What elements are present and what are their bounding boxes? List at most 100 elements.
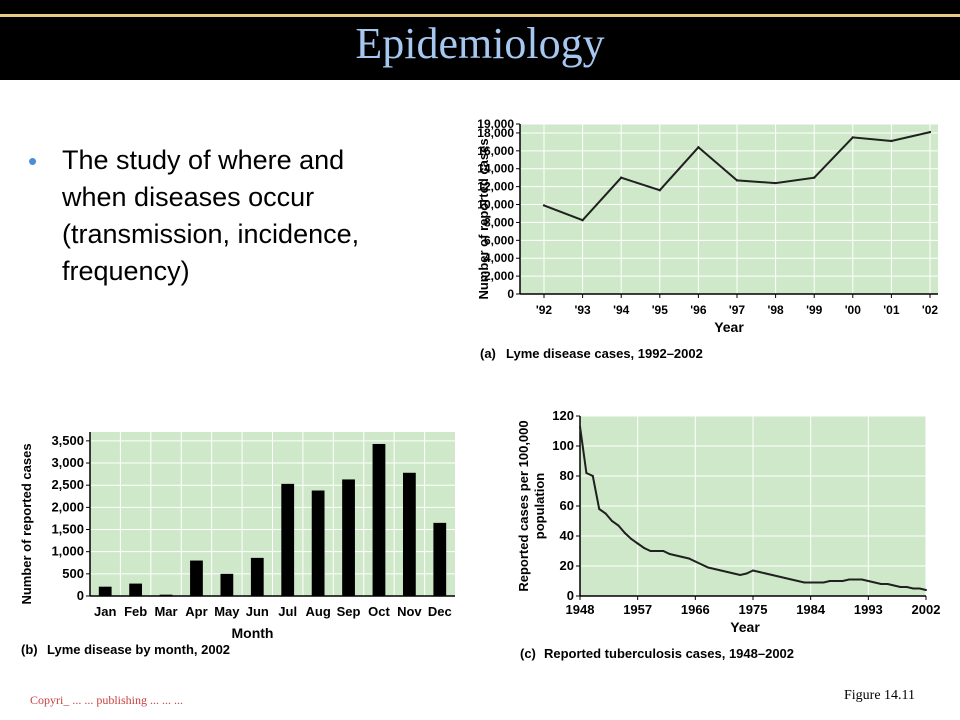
- data-point: [681, 556, 684, 558]
- x-tick-label: '94: [613, 303, 630, 317]
- y-axis-label-line-1: Reported cases per 100,000: [516, 420, 531, 591]
- data-point: [579, 425, 581, 428]
- caption-letter: (c): [520, 646, 536, 661]
- data-point: [771, 574, 774, 576]
- data-point: [809, 581, 812, 584]
- data-point: [620, 176, 623, 179]
- data-point: [655, 550, 658, 552]
- bullet-text: The study of where and when diseases occ…: [62, 145, 360, 286]
- data-point: [630, 538, 633, 540]
- x-tick-label: '95: [652, 303, 669, 317]
- data-point: [816, 581, 819, 584]
- data-point: [854, 578, 857, 581]
- title-accent-line: [0, 14, 960, 17]
- y-tick-label: 60: [560, 498, 574, 513]
- y-tick-label: 3,000: [51, 455, 84, 470]
- x-axis-label: Year: [714, 319, 744, 335]
- data-point: [890, 139, 893, 143]
- x-axis-label: Month: [232, 625, 274, 641]
- data-point: [707, 566, 710, 569]
- data-point: [687, 557, 690, 560]
- bar: [190, 560, 203, 596]
- data-point: [860, 578, 863, 581]
- data-point: [777, 575, 780, 578]
- y-tick-label: 20: [560, 558, 574, 573]
- caption-letter: (b): [21, 642, 38, 657]
- bar: [372, 443, 386, 596]
- x-tick-label: '98: [767, 303, 784, 317]
- title-bar: [0, 0, 960, 80]
- x-tick-label: 1984: [796, 602, 826, 617]
- data-point: [649, 550, 652, 552]
- data-point: [636, 542, 639, 545]
- y-axis-label: Number of reported cases: [19, 443, 34, 604]
- chart-caption: Lyme disease cases, 1992–2002: [506, 346, 703, 361]
- x-tick-label: Aug: [305, 604, 330, 619]
- data-point: [841, 580, 844, 582]
- copyright-footer: Copyri_ ... ... publishing ... ... ...: [30, 693, 184, 707]
- y-tick-label: 1,500: [51, 522, 84, 537]
- x-axis-label: Year: [730, 619, 760, 635]
- data-point: [784, 577, 787, 579]
- data-point: [813, 176, 816, 179]
- data-point: [658, 189, 661, 192]
- data-point: [905, 586, 908, 588]
- bar: [402, 472, 416, 596]
- x-tick-label: '96: [690, 303, 707, 317]
- data-point: [774, 181, 777, 185]
- data-point: [623, 532, 626, 534]
- y-axis-label: Number of reported cases: [476, 138, 491, 299]
- x-tick-label: '99: [806, 303, 823, 317]
- data-point: [912, 587, 915, 590]
- data-point: [851, 136, 854, 139]
- y-tick-label: 10,000: [477, 198, 514, 212]
- chart-tuberculosis: 0 20 40 60 80 100 120 1948 1957 1966 1975 1984 1993 2…: [516, 408, 941, 661]
- data-point: [899, 586, 902, 588]
- data-point: [604, 512, 607, 515]
- data-point: [873, 581, 876, 584]
- y-tick-label: 12,000: [477, 180, 514, 194]
- x-tick-label: Mar: [154, 604, 177, 619]
- y-tick-label: 16,000: [477, 144, 514, 158]
- data-point: [758, 571, 761, 573]
- y-tick-label: 40: [560, 528, 574, 543]
- bar: [220, 573, 234, 596]
- x-tick-label: 1966: [681, 602, 710, 617]
- data-point: [643, 547, 646, 549]
- data-point: [617, 524, 620, 527]
- data-point: [925, 589, 927, 591]
- y-tick-label: 0: [567, 588, 574, 603]
- x-tick-label: Dec: [428, 604, 452, 619]
- bar: [342, 479, 355, 596]
- x-tick-label: '93: [574, 303, 591, 317]
- data-point: [700, 563, 703, 566]
- y-axis-label-line-2: population: [532, 473, 547, 539]
- data-point: [697, 146, 700, 149]
- data-point: [694, 560, 697, 563]
- bar: [98, 586, 112, 596]
- data-point: [611, 520, 614, 522]
- y-tick-label: 18,000: [477, 126, 514, 140]
- data-point: [668, 553, 671, 555]
- data-point: [892, 584, 895, 587]
- x-tick-label: '02: [922, 303, 939, 317]
- x-tick-label: Jul: [278, 604, 297, 619]
- data-point: [764, 572, 767, 575]
- x-tick-label: '97: [729, 303, 746, 317]
- x-tick-label: 2002: [912, 602, 941, 617]
- data-point: [735, 179, 739, 182]
- chart-caption: Reported tuberculosis cases, 1948–2002: [544, 646, 794, 661]
- bar: [433, 522, 447, 596]
- data-point: [752, 569, 754, 572]
- chart-caption: Lyme disease by month, 2002: [47, 642, 230, 657]
- data-point: [928, 130, 932, 134]
- x-tick-label: '01: [883, 303, 900, 317]
- data-point: [585, 472, 588, 474]
- x-tick-label: 1948: [566, 602, 595, 617]
- x-tick-label: Apr: [185, 604, 207, 619]
- y-tick-label: 8,000: [484, 215, 514, 229]
- y-tick-label: 14,000: [477, 162, 514, 176]
- bar: [129, 583, 143, 596]
- x-tick-label: May: [214, 604, 240, 619]
- data-point: [675, 554, 678, 557]
